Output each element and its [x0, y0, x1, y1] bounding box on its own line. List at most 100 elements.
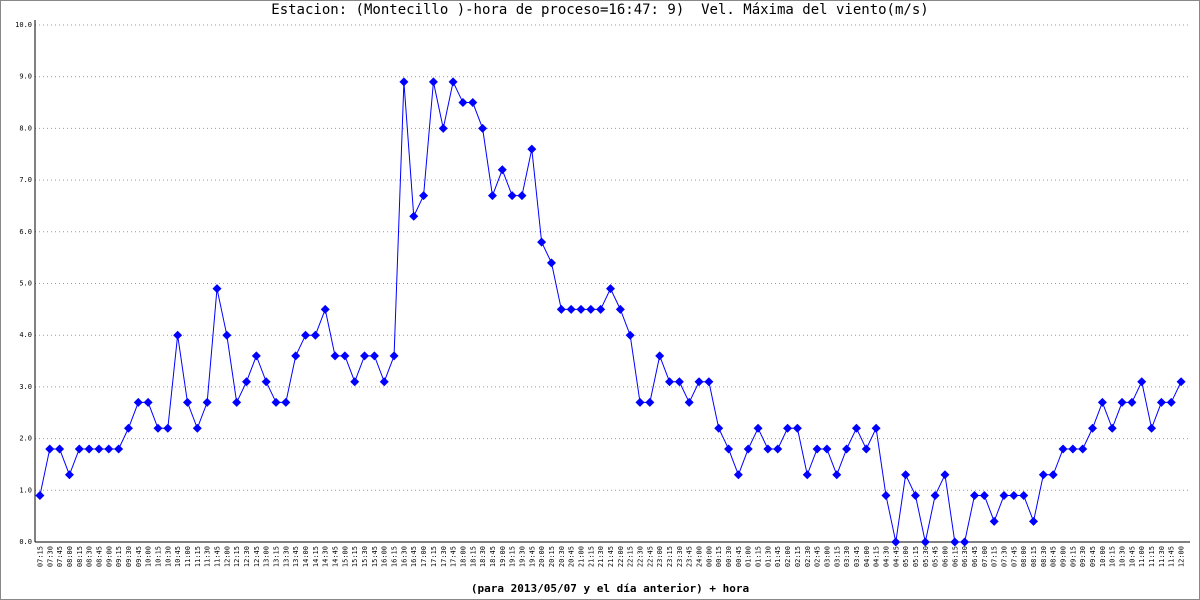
data-point [1166, 397, 1176, 407]
y-tick-label: 10.0 [15, 21, 32, 29]
data-point [645, 397, 655, 407]
data-point [901, 470, 911, 480]
x-tick-label: 08:45 [1050, 546, 1058, 567]
data-point [1019, 490, 1029, 500]
x-tick-label: 20:00 [538, 546, 546, 567]
x-tick-label: 10:15 [1109, 546, 1117, 567]
x-tick-label: 13:00 [263, 546, 271, 567]
x-tick-label: 21:00 [577, 546, 585, 567]
x-tick-label: 07:30 [46, 546, 54, 567]
x-tick-label: 15:30 [361, 546, 369, 567]
x-tick-label: 15:45 [371, 546, 379, 567]
data-point [940, 470, 950, 480]
x-tick-label: 03:00 [823, 546, 831, 567]
x-tick-label: 15:00 [341, 546, 349, 567]
x-tick-label: 09:45 [1089, 546, 1097, 567]
x-tick-label: 21:15 [587, 546, 595, 567]
y-tick-label: 4.0 [19, 331, 32, 339]
data-point [724, 444, 734, 454]
x-tick-label: 19:30 [518, 546, 526, 567]
x-tick-label: 04:30 [882, 546, 890, 567]
data-point [222, 330, 232, 340]
data-point [596, 304, 606, 314]
data-point [45, 444, 55, 454]
data-point [1097, 397, 1107, 407]
x-tick-label: 13:15 [273, 546, 281, 567]
x-tick-label: 17:45 [450, 546, 458, 567]
data-point [763, 444, 773, 454]
x-tick-label: 04:45 [892, 546, 900, 567]
x-tick-label: 19:15 [509, 546, 517, 567]
data-point [360, 351, 370, 361]
x-tick-label: 08:15 [76, 546, 84, 567]
data-point [606, 284, 615, 294]
x-tick-label: 14:15 [312, 546, 320, 567]
x-tick-label: 16:45 [410, 546, 418, 567]
data-point [802, 470, 812, 480]
x-tick-label: 03:15 [833, 546, 841, 567]
x-tick-label: 11:00 [184, 546, 192, 567]
data-point [1147, 423, 1157, 433]
x-tick-label: 23:30 [676, 546, 684, 567]
x-tick-label: 14:45 [332, 546, 340, 567]
x-tick-label: 08:00 [66, 546, 74, 567]
x-tick-label: 08:30 [86, 546, 94, 567]
x-tick-label: 12:00 [1178, 546, 1186, 567]
data-point [468, 98, 478, 108]
data-point [320, 304, 330, 314]
x-tick-label: 11:45 [1168, 546, 1176, 567]
data-point [1029, 516, 1039, 526]
data-point [271, 397, 281, 407]
y-tick-label: 3.0 [19, 383, 32, 391]
x-tick-label: 09:30 [1079, 546, 1087, 567]
x-tick-label: 18:30 [479, 546, 487, 567]
x-tick-label: 19:45 [528, 546, 536, 567]
x-tick-label: 20:30 [558, 546, 566, 567]
x-tick-label: 22:45 [646, 546, 654, 567]
y-tick-label: 5.0 [19, 280, 32, 288]
x-tick-label: 01:00 [745, 546, 753, 567]
x-tick-label: 10:30 [164, 546, 172, 567]
data-point [546, 258, 556, 268]
data-point [143, 397, 153, 407]
x-tick-label: 09:30 [125, 546, 133, 567]
data-point [665, 377, 675, 387]
data-point [507, 191, 517, 201]
data-point [1009, 490, 1019, 500]
data-point [1176, 377, 1186, 387]
data-point [556, 304, 566, 314]
x-tick-label: 00:30 [725, 546, 733, 567]
data-point [478, 123, 488, 133]
data-point [930, 490, 940, 500]
data-point [743, 444, 753, 454]
data-point [1117, 397, 1127, 407]
x-tick-label: 16:15 [391, 546, 399, 567]
chart-title: Estacion: (Montecillo )-hora de proceso=… [271, 2, 928, 18]
x-tick-label: 18:45 [489, 546, 497, 567]
data-point [409, 211, 419, 221]
data-point [851, 423, 861, 433]
y-tick-label: 9.0 [19, 73, 32, 81]
data-point [1078, 444, 1088, 454]
x-tick-label: 12:30 [243, 546, 251, 567]
data-point [487, 191, 497, 201]
data-point [566, 304, 576, 314]
data-point [910, 490, 920, 500]
data-point [419, 191, 429, 201]
data-point [812, 444, 822, 454]
data-point [999, 490, 1009, 500]
data-point [684, 397, 694, 407]
data-point [822, 444, 832, 454]
x-tick-label: 12:15 [233, 546, 241, 567]
data-point [576, 304, 586, 314]
x-tick-label: 11:45 [213, 546, 221, 567]
data-point [291, 351, 301, 361]
x-tick-label: 21:30 [597, 546, 605, 567]
data-point [212, 284, 222, 294]
data-point [232, 397, 242, 407]
data-point [301, 330, 311, 340]
data-point [64, 470, 74, 480]
data-point [1156, 397, 1166, 407]
data-point [458, 98, 468, 108]
data-point [251, 351, 261, 361]
